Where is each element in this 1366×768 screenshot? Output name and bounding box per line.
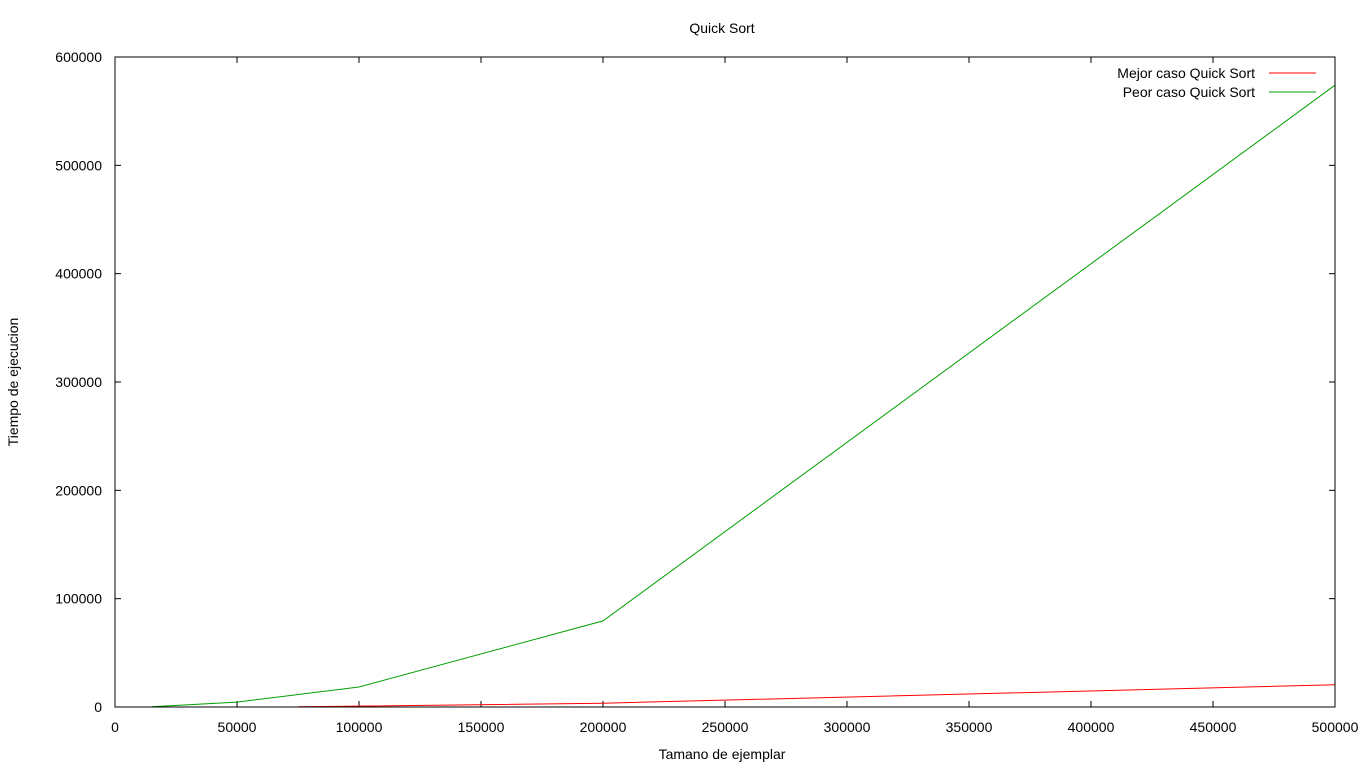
legend-label-0: Mejor caso Quick Sort xyxy=(1117,65,1255,81)
series-line-0 xyxy=(297,684,1336,708)
plot-series xyxy=(151,84,1336,708)
series-line-1 xyxy=(151,84,1336,708)
x-tick-label: 300000 xyxy=(824,719,871,735)
plot-frame xyxy=(114,56,1336,708)
y-tick-label: 600000 xyxy=(55,49,102,65)
y-tick-label: 200000 xyxy=(55,482,102,498)
chart-title: Quick Sort xyxy=(689,20,754,36)
y-axis-label: Tiempo de ejecucion xyxy=(5,318,21,447)
y-tick-label: 500000 xyxy=(55,157,102,173)
x-tick-label: 250000 xyxy=(702,719,749,735)
axis-ticks: 0 50000 100000 150000 200000 250000 300000 3500… xyxy=(55,49,1358,735)
x-tick-label: 500000 xyxy=(1312,719,1359,735)
x-tick-label: 50000 xyxy=(218,719,257,735)
x-tick-label: 0 xyxy=(111,719,119,735)
y-tick-label: 0 xyxy=(94,699,102,715)
x-tick-label: 350000 xyxy=(946,719,993,735)
x-tick-label: 100000 xyxy=(336,719,383,735)
y-tick-label: 100000 xyxy=(55,591,102,607)
legend: Mejor caso Quick Sort Peor caso Quick Sor… xyxy=(1117,65,1316,100)
x-axis-label: Tamano de ejemplar xyxy=(659,746,786,762)
legend-label-1: Peor caso Quick Sort xyxy=(1123,84,1255,100)
y-tick-label: 300000 xyxy=(55,374,102,390)
x-tick-label: 200000 xyxy=(580,719,627,735)
x-tick-label: 400000 xyxy=(1068,719,1115,735)
x-tick-label: 150000 xyxy=(458,719,505,735)
x-tick-label: 450000 xyxy=(1190,719,1237,735)
y-tick-label: 400000 xyxy=(55,266,102,282)
